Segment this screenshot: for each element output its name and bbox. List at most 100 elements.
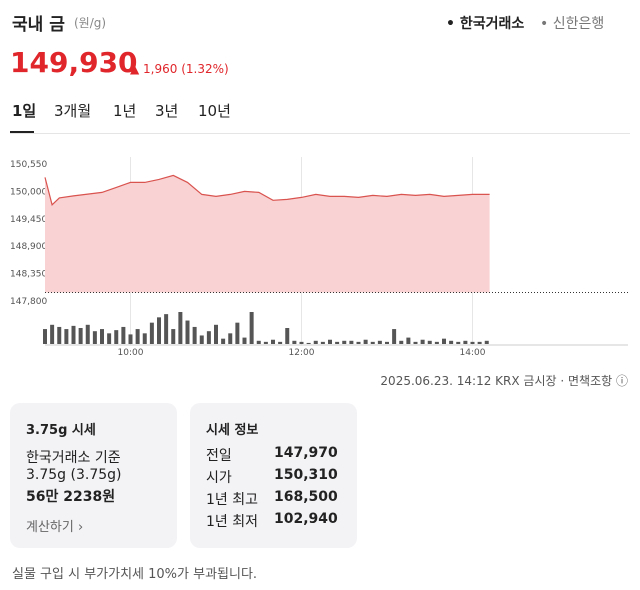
title: 국내 금 <box>12 15 65 35</box>
volume-bar <box>392 329 397 344</box>
volume-bar <box>71 325 76 344</box>
volume-bar <box>263 341 268 344</box>
card-line: 한국거래소 기준 <box>26 450 121 466</box>
divider <box>10 133 630 134</box>
volume-bar <box>43 329 47 344</box>
volume-bar <box>306 342 311 344</box>
disclaimer[interactable]: 면책조항 <box>568 374 613 388</box>
tab[interactable]: 10년 <box>198 102 231 120</box>
line <box>44 174 490 206</box>
change-pct: (1.32%) <box>181 62 229 76</box>
volume-bar <box>427 340 432 344</box>
tab[interactable]: 1일 <box>12 102 37 120</box>
volume-bar <box>199 335 204 344</box>
tab[interactable]: 3년 <box>155 102 179 120</box>
source-label[interactable]: 신한은행 <box>552 16 605 32</box>
y-tick-label: 149,450 <box>10 215 47 225</box>
volume-bar <box>434 341 439 344</box>
volume-bar <box>107 333 112 344</box>
source-label[interactable]: 한국거래소 <box>459 16 525 32</box>
volume-bar <box>463 340 468 344</box>
volume-bar <box>100 329 104 344</box>
y-tick-label: 148,900 <box>10 242 47 252</box>
volume-bar <box>228 333 233 344</box>
row-value: 150,310 <box>274 467 338 483</box>
volume-bar <box>399 340 404 344</box>
y-tick-label: 150,000 <box>10 187 47 197</box>
volume-bar <box>135 329 140 344</box>
volume-bar <box>278 341 283 344</box>
volume-bar <box>292 340 297 344</box>
volume-bar <box>185 320 190 344</box>
volume-bar <box>313 340 318 344</box>
volume-bar <box>214 324 218 344</box>
row-label: 시가 <box>206 470 232 486</box>
volume-bar <box>363 339 368 344</box>
volume-bar <box>192 326 197 344</box>
chart: 150,550 150,000 149,450 148,900 148,350 147,8… <box>10 157 628 358</box>
y-tick-label: 150,550 <box>10 160 47 170</box>
market: KRX 금시장 <box>495 374 557 388</box>
change: ▲ 1,960 (1.32%) <box>130 62 229 76</box>
volume-bar <box>370 341 375 344</box>
row-value: 147,970 <box>274 445 338 461</box>
volume-bar <box>128 334 133 344</box>
volume-bar <box>149 322 154 344</box>
row-label: 1년 최고 <box>206 492 258 508</box>
tab[interactable]: 1년 <box>113 102 137 120</box>
note: 실물 구입 시 부가가치세 10%가 부과됩니다. <box>12 567 258 582</box>
volume-bar <box>50 324 55 344</box>
volume-bar <box>406 337 411 344</box>
volume-bar <box>157 317 161 344</box>
volume-bar <box>92 331 97 344</box>
timestamp: 2025.06.23. 14:12 <box>380 374 492 388</box>
volume-bar <box>449 340 454 344</box>
y-tick-label: 147,800 <box>10 297 47 307</box>
volume-bar <box>456 341 461 344</box>
tab[interactable]: 3개월 <box>54 102 92 120</box>
tab-underline <box>10 131 34 133</box>
volume-bar <box>78 328 83 344</box>
volume-bar <box>256 340 261 344</box>
volume-bar <box>442 338 446 344</box>
card-link[interactable]: 계산하기 › <box>26 520 84 535</box>
area <box>45 175 490 293</box>
volume-bar <box>242 337 247 344</box>
volume-bar <box>64 329 69 344</box>
card-line: 3.75g (3.75g) <box>26 467 122 483</box>
row-label: 1년 최저 <box>206 514 258 530</box>
volume-bar <box>470 341 475 344</box>
x-tick-label: 12:00 <box>289 348 315 358</box>
volume-bar <box>413 341 418 344</box>
row-label: 전일 <box>206 448 232 464</box>
row-value: 168,500 <box>274 489 338 505</box>
card: 시세 정보 전일 147,970 시가 150,310 1년 최고 168,500 1년 최… <box>190 403 357 548</box>
volume-bar <box>320 341 325 344</box>
volume-bar <box>420 339 425 344</box>
source-active[interactable]: • 한국거래소 <box>446 16 525 32</box>
volume-bar <box>114 330 119 344</box>
volume-bar <box>335 341 340 344</box>
footer: 2025.06.23. 14:12 KRX 금시장 · 면책조항 ⓘ <box>380 374 628 388</box>
volume-bar <box>285 328 290 344</box>
change-value: 1,960 <box>143 62 178 76</box>
volume-bar <box>178 312 183 344</box>
price: 149,930 <box>10 46 138 79</box>
volume-bar <box>356 341 361 344</box>
link-text[interactable]: 계산하기 <box>26 520 74 535</box>
card-title: 3.75g 시세 <box>26 423 96 438</box>
card: 3.75g 시세 한국거래소 기준 3.75g (3.75g) 56만 2238… <box>10 403 177 548</box>
volume-bar <box>85 324 90 344</box>
volume-bar <box>142 333 147 344</box>
volume-bar <box>235 322 240 344</box>
volume-bar <box>477 341 482 344</box>
card-title: 시세 정보 <box>206 423 259 438</box>
unit: (원/g) <box>74 16 107 30</box>
source[interactable]: • 신한은행 <box>540 16 605 32</box>
volume-bar <box>57 326 62 344</box>
volume-bar <box>221 338 226 344</box>
x-tick-label: 14:00 <box>460 348 486 358</box>
volume-bar <box>164 314 169 344</box>
card-line: 56만 2238원 <box>26 489 116 505</box>
